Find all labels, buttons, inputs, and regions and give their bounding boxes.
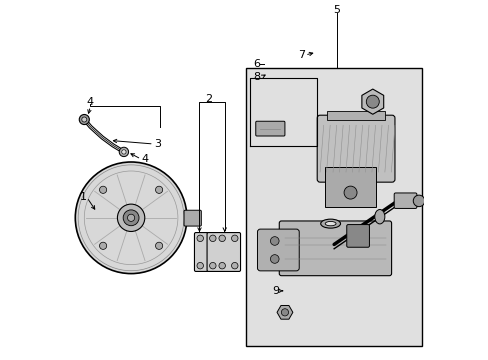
FancyBboxPatch shape	[206, 233, 240, 271]
Circle shape	[412, 195, 424, 207]
Circle shape	[119, 147, 128, 157]
Text: 8: 8	[253, 72, 260, 82]
Circle shape	[122, 150, 126, 154]
Text: 2: 2	[204, 94, 212, 104]
Ellipse shape	[325, 221, 335, 226]
Circle shape	[123, 210, 139, 226]
Circle shape	[155, 186, 163, 193]
FancyBboxPatch shape	[257, 229, 299, 271]
Text: 4: 4	[87, 96, 94, 107]
Text: 4: 4	[142, 154, 149, 164]
Ellipse shape	[320, 219, 340, 228]
FancyBboxPatch shape	[183, 210, 201, 226]
Circle shape	[209, 262, 216, 269]
Circle shape	[75, 162, 186, 274]
FancyBboxPatch shape	[255, 121, 285, 136]
Circle shape	[79, 114, 89, 125]
Circle shape	[270, 255, 279, 263]
Text: 5: 5	[333, 5, 340, 15]
Bar	[325, 167, 375, 207]
Circle shape	[231, 235, 238, 242]
Circle shape	[81, 117, 87, 122]
Circle shape	[99, 186, 106, 193]
Circle shape	[197, 235, 203, 242]
Circle shape	[117, 204, 144, 231]
Circle shape	[99, 242, 106, 249]
Bar	[246, 68, 421, 346]
Ellipse shape	[374, 210, 384, 224]
Circle shape	[155, 242, 163, 249]
Circle shape	[270, 237, 279, 245]
Text: 9: 9	[272, 286, 279, 296]
Circle shape	[219, 262, 225, 269]
FancyBboxPatch shape	[317, 115, 394, 182]
Circle shape	[344, 186, 356, 199]
Circle shape	[197, 262, 203, 269]
FancyBboxPatch shape	[393, 193, 416, 208]
Circle shape	[231, 262, 238, 269]
FancyBboxPatch shape	[346, 225, 368, 247]
Text: 3: 3	[154, 139, 161, 149]
FancyBboxPatch shape	[194, 233, 227, 271]
Bar	[326, 111, 384, 120]
Text: 7: 7	[297, 50, 305, 60]
Circle shape	[209, 235, 216, 242]
Text: 6: 6	[253, 59, 260, 69]
Circle shape	[219, 235, 225, 242]
FancyBboxPatch shape	[279, 221, 391, 276]
Text: 1: 1	[80, 192, 86, 202]
Circle shape	[366, 95, 379, 108]
Circle shape	[127, 214, 134, 221]
Circle shape	[281, 309, 288, 316]
